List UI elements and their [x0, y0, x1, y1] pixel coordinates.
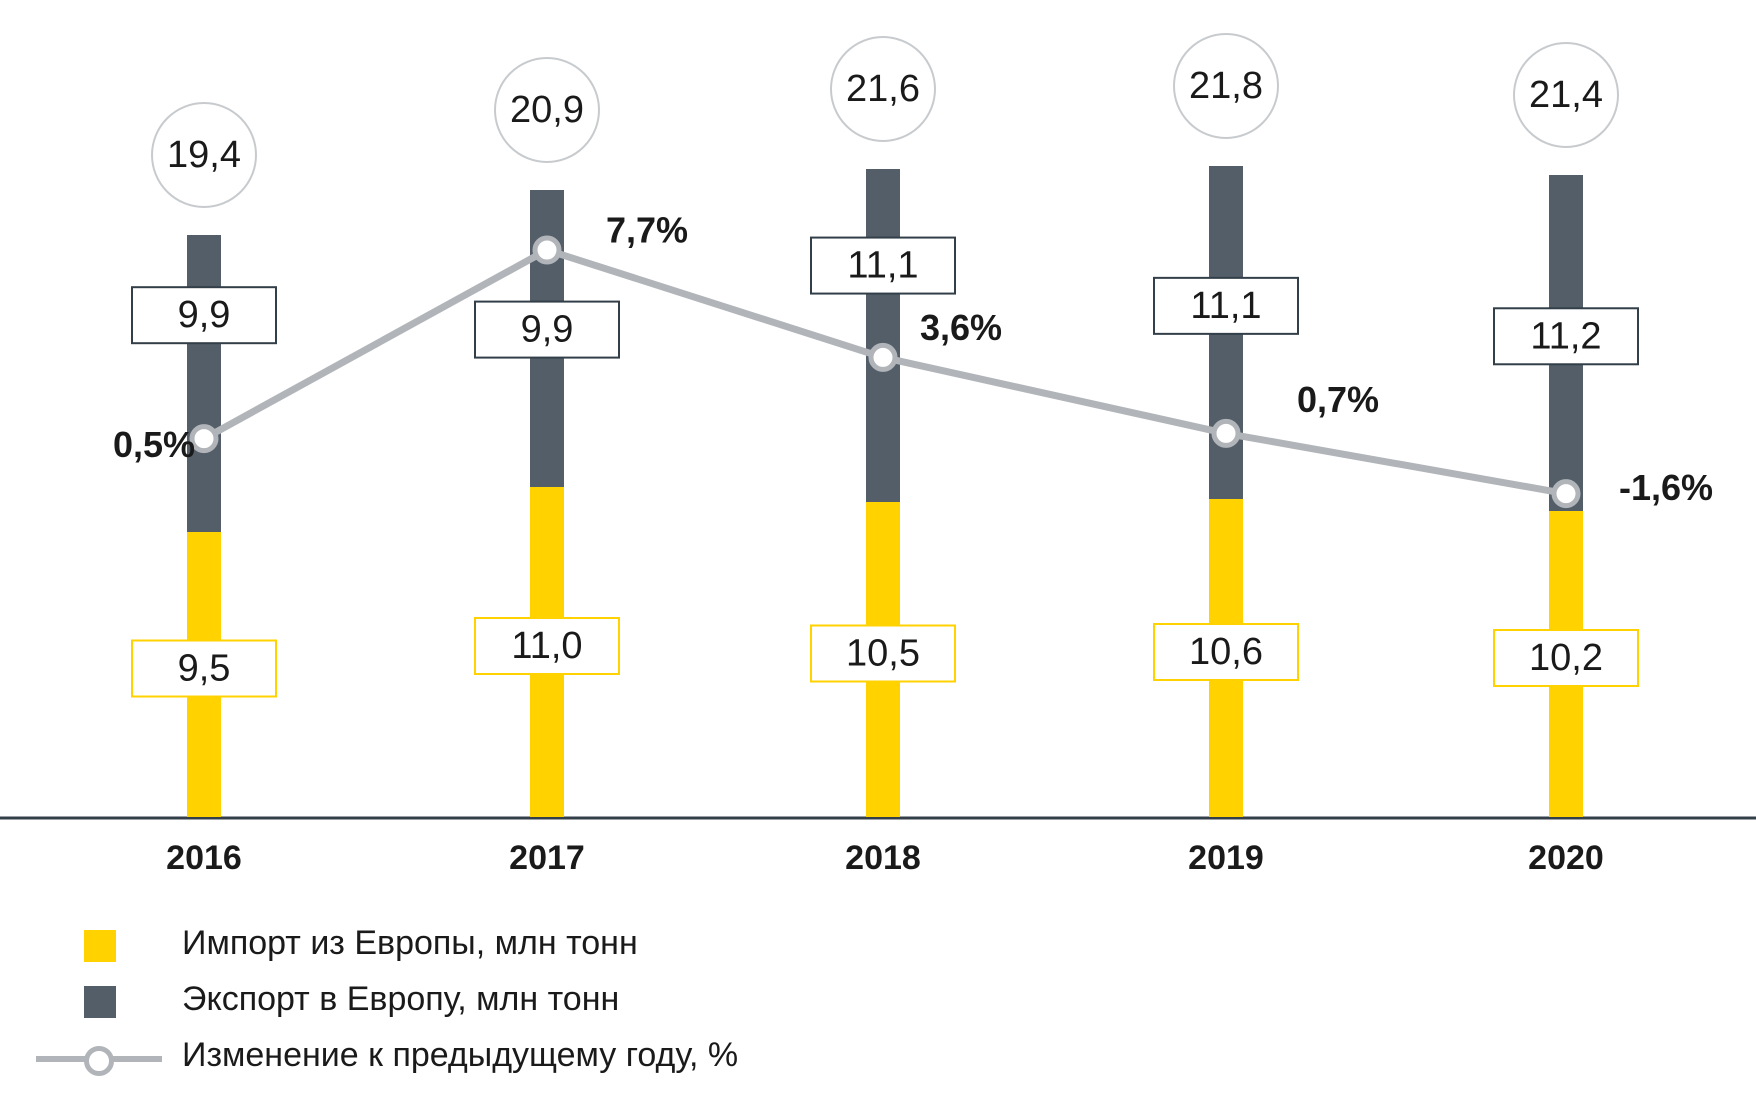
total-label-2019: 21,8: [1189, 65, 1263, 107]
line-layer: [189, 235, 1581, 509]
import-label-box-2017: [474, 617, 620, 675]
export-label-box-2017: [474, 300, 620, 359]
change-point-2019: [1211, 418, 1241, 448]
import-label-box-2020: [1493, 629, 1639, 687]
export-label-2019: 11,1: [1190, 285, 1261, 327]
import-label-2019: 10,6: [1189, 631, 1263, 673]
change-label-2017: 7,7%: [606, 210, 688, 251]
legend-swatch-export: [84, 986, 116, 1018]
export-label-box-2018: [810, 236, 956, 295]
change-label-2016: 0,5%: [113, 424, 195, 465]
legend-label-export: Экспорт в Европу, млн тонн: [182, 980, 620, 1018]
export-label-box-2016: [131, 286, 277, 345]
change-point-2016: [189, 424, 219, 454]
legend-marker-change: [84, 1046, 114, 1076]
change-point-2017: [532, 235, 562, 265]
x-tick-label-2018: 2018: [845, 839, 921, 877]
change-point-2018: [868, 342, 898, 372]
import-label-2016: 9,5: [178, 648, 231, 690]
labels-layer: 9,5 9,9 19,4 2016 11,0 9,9 20,9 2017 10,5 11,1 21,…: [113, 33, 1713, 877]
import-label-2017: 11,0: [511, 625, 582, 667]
total-circle-2018: [830, 36, 936, 142]
change-point-2020: [1551, 479, 1581, 509]
x-tick-label-2019: 2019: [1188, 839, 1264, 877]
change-label-2020: -1,6%: [1619, 467, 1713, 508]
x-tick-label-2016: 2016: [166, 839, 242, 877]
change-label-2019: 0,7%: [1297, 379, 1379, 420]
total-circle-2020: [1513, 42, 1619, 148]
export-label-box-2020: [1493, 307, 1639, 366]
legend-label-change: Изменение к предыдущему году, %: [182, 1036, 739, 1074]
change-label-2018: 3,6%: [920, 307, 1002, 348]
total-circle-2017: [494, 57, 600, 163]
bar-export-2018: [866, 169, 900, 502]
import-label-2018: 10,5: [846, 633, 920, 675]
legend-label-import: Импорт из Европы, млн тонн: [182, 924, 638, 962]
chart: 9,5 9,9 19,4 2016 11,0 9,9 20,9 2017 10,5 11,1 21,…: [0, 33, 1756, 877]
export-label-2020: 11,2: [1530, 315, 1601, 357]
import-label-box-2016: [131, 639, 277, 698]
total-label-2017: 20,9: [510, 89, 584, 131]
export-label-2016: 9,9: [178, 294, 231, 336]
export-label-box-2019: [1153, 276, 1299, 335]
total-circle-2016: [151, 102, 257, 208]
total-label-2018: 21,6: [846, 68, 920, 110]
bar-export-2016: [187, 235, 221, 532]
import-label-box-2019: [1153, 623, 1299, 681]
total-circle-2019: [1173, 33, 1279, 139]
export-label-2018: 11,1: [847, 245, 918, 287]
x-tick-label-2017: 2017: [509, 839, 585, 877]
total-label-2016: 19,4: [167, 134, 241, 176]
x-tick-label-2020: 2020: [1528, 839, 1604, 877]
import-label-box-2018: [810, 624, 956, 683]
total-label-2020: 21,4: [1529, 74, 1603, 116]
import-label-2020: 10,2: [1529, 637, 1603, 679]
export-label-2017: 9,9: [521, 309, 574, 351]
legend-swatch-import: [84, 930, 116, 962]
